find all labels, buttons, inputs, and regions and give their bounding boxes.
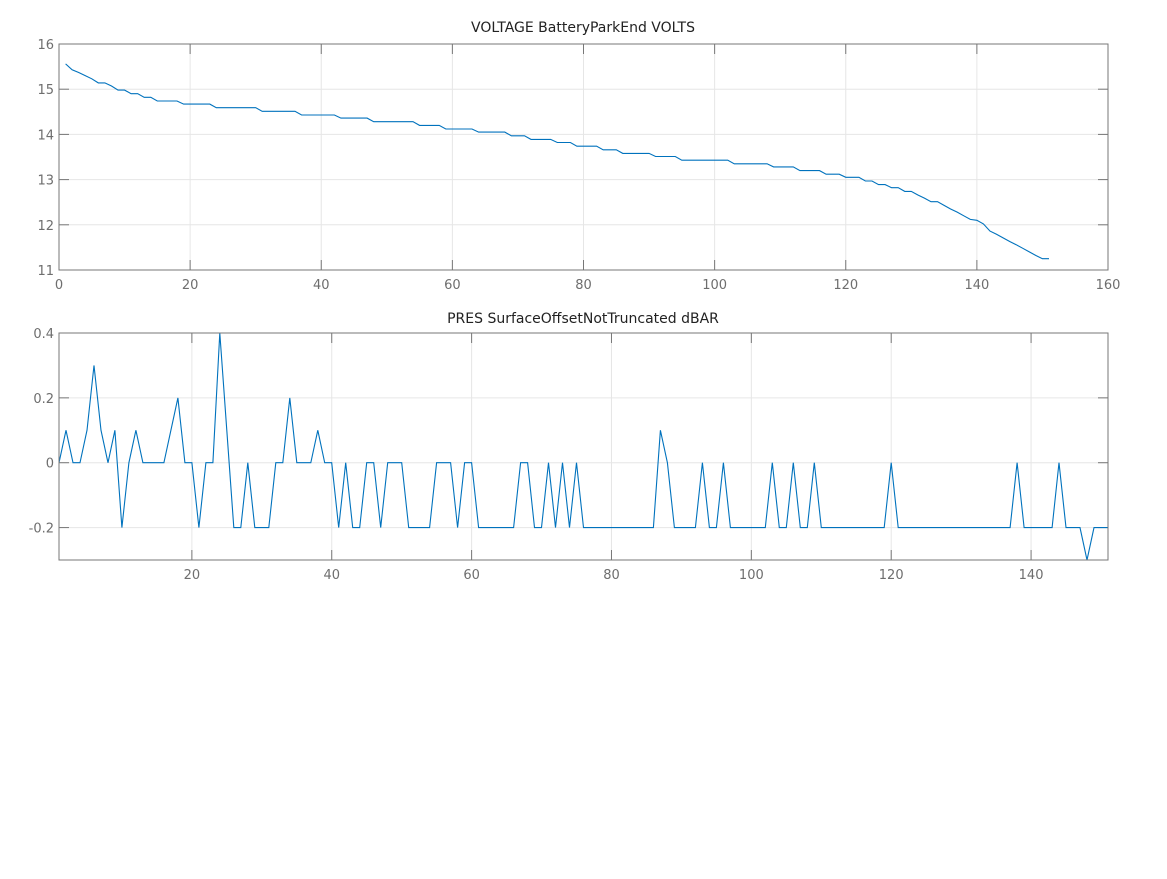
y-tick-label: 0.4 (33, 327, 54, 342)
voltage-chart: 0 20 40 60 80 100 120 140 160 11 12 13 14 15 16 VOLTAGE… (37, 20, 1120, 293)
y-tick-label: 12 (37, 219, 54, 234)
x-tick-label: 80 (603, 568, 620, 583)
x-tick-label: 140 (1019, 568, 1044, 583)
x-tick-label: 100 (702, 278, 727, 293)
x-tick-label: 20 (184, 568, 201, 583)
y-tick-label: 14 (37, 128, 54, 143)
y-tick-label: 11 (37, 264, 54, 279)
y-tick-label: 13 (37, 174, 54, 189)
axes-box (58, 332, 1109, 561)
x-tick-label: 160 (1096, 278, 1121, 293)
x-tick-label: 80 (575, 278, 592, 293)
x-tick-label: 120 (879, 568, 904, 583)
y-tick-label: 16 (37, 38, 54, 53)
y-tick-label: -0.2 (29, 522, 54, 537)
data-series-line (58, 332, 1108, 561)
y-tick-label: 0.2 (33, 392, 54, 407)
x-tick-label: 0 (55, 278, 63, 293)
x-tick-label: 120 (833, 278, 858, 293)
data-series-line (65, 63, 1049, 260)
x-tick-label: 40 (313, 278, 330, 293)
x-tick-label: 20 (182, 278, 199, 293)
axes-box (58, 43, 1109, 271)
chart-title: VOLTAGE BatteryParkEnd VOLTS (471, 20, 695, 36)
y-tick-label: 0 (46, 457, 54, 472)
y-tick-label: 15 (37, 83, 54, 98)
x-tick-label: 60 (444, 278, 461, 293)
x-tick-label: 60 (463, 568, 480, 583)
x-tick-label: 100 (739, 568, 764, 583)
x-tick-label: 40 (323, 568, 340, 583)
pressure-chart: 20 40 60 80 100 120 140 -0.2 0 0.2 0.4 PRES Surface… (29, 311, 1109, 583)
chart-title: PRES SurfaceOffsetNotTruncated dBAR (447, 311, 719, 327)
x-tick-label: 140 (964, 278, 989, 293)
